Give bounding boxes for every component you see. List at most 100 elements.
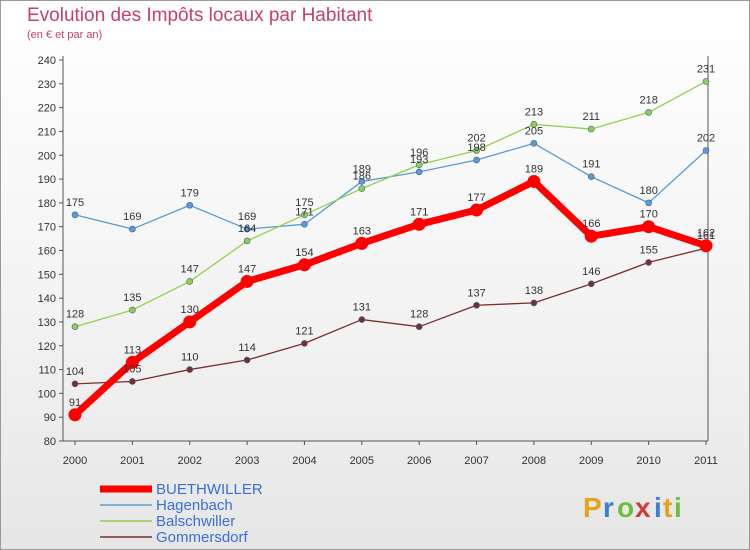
logo-letter: r [603, 492, 614, 523]
y-tick-label: 110 [38, 365, 56, 377]
x-tick-label: 2008 [522, 455, 546, 467]
legend-label: Balschwiller [156, 513, 235, 530]
data-point [642, 220, 656, 234]
data-label: 175 [66, 197, 84, 209]
data-label: 164 [238, 223, 256, 235]
data-label: 189 [525, 163, 543, 175]
data-point [530, 140, 538, 147]
series-line-gommersdorf [74, 247, 707, 385]
series-line-hagenbach [74, 142, 707, 230]
data-point [702, 78, 710, 85]
y-tick-label: 130 [38, 317, 56, 329]
data-point [186, 201, 194, 209]
data-label: 186 [353, 171, 371, 183]
data-point [186, 366, 194, 373]
data-label: 202 [467, 132, 485, 144]
data-point [587, 173, 595, 180]
data-point [301, 211, 308, 219]
data-label: 177 [467, 192, 485, 204]
x-tick-label: 2009 [579, 455, 603, 467]
data-label: 161 [697, 230, 715, 242]
data-label: 171 [295, 206, 313, 218]
data-point [412, 217, 426, 231]
data-label: 110 [181, 352, 199, 364]
x-tick-label: 2010 [636, 455, 660, 467]
x-tick-label: 2000 [63, 455, 87, 467]
data-label: 137 [467, 287, 485, 299]
x-tick-label: 2001 [120, 455, 144, 467]
logo-letter: t [663, 492, 672, 523]
data-label: 211 [582, 111, 600, 123]
data-label: 180 [639, 185, 657, 197]
data-label: 130 [181, 304, 199, 316]
data-label: 154 [295, 247, 313, 259]
y-tick-label: 190 [38, 174, 56, 186]
data-point [297, 258, 311, 272]
series-line-balschwiller [74, 80, 707, 328]
data-point [415, 161, 423, 169]
data-point [645, 109, 652, 116]
data-label: 128 [410, 309, 428, 321]
logo-letter: x [635, 492, 651, 523]
data-label: 104 [66, 366, 84, 378]
y-tick-label: 180 [38, 198, 56, 210]
data-label: 131 [353, 302, 371, 314]
data-point [584, 229, 598, 243]
data-point [473, 147, 480, 154]
data-label: 147 [181, 263, 199, 275]
data-label: 213 [525, 106, 543, 118]
data-point [129, 225, 136, 233]
x-tick-label: 2003 [235, 455, 259, 467]
x-tick-label: 2002 [177, 455, 201, 467]
data-label: 202 [697, 132, 715, 144]
data-point [473, 156, 480, 164]
data-point [71, 211, 79, 219]
logo-letter: o [617, 492, 634, 523]
data-label: 175 [295, 197, 313, 209]
data-label: 218 [639, 94, 657, 106]
data-point [243, 356, 251, 364]
data-label: 231 [697, 63, 715, 75]
x-tick-label: 2011 [694, 455, 718, 467]
y-tick-label: 220 [38, 103, 56, 115]
y-tick-label: 170 [38, 222, 56, 234]
data-point [358, 316, 366, 323]
y-tick-label: 230 [38, 79, 56, 91]
data-point [129, 306, 136, 314]
data-point [530, 299, 538, 307]
data-label: 146 [582, 266, 600, 278]
data-point [68, 408, 82, 422]
legend-label: BUETHWILLER [156, 481, 263, 498]
x-tick-label: 2004 [292, 455, 316, 467]
data-label: 170 [639, 209, 657, 221]
data-point [129, 378, 136, 385]
data-label: 166 [582, 218, 600, 230]
data-label: 155 [639, 244, 657, 256]
data-point [645, 259, 652, 266]
y-tick-label: 240 [38, 55, 56, 67]
data-label: 138 [525, 285, 543, 297]
data-point [699, 239, 713, 253]
logo-letter: i [654, 492, 662, 523]
data-point [415, 323, 423, 331]
logo-letter: i [674, 492, 682, 523]
data-label: 147 [238, 263, 256, 275]
legend-label: Gommersdorf [156, 529, 249, 546]
data-point [240, 274, 254, 288]
y-tick-label: 100 [38, 388, 56, 400]
series-line-buethwiller [72, 177, 708, 418]
data-point [243, 225, 251, 233]
y-tick-label: 90 [44, 412, 56, 424]
data-point [358, 178, 366, 185]
x-tick-label: 2007 [464, 455, 488, 467]
y-tick-label: 120 [38, 341, 56, 353]
data-point [473, 301, 480, 309]
data-point [358, 185, 366, 192]
data-point [702, 147, 710, 154]
y-tick-label: 150 [38, 269, 56, 281]
data-point [71, 380, 79, 388]
data-label: 121 [295, 325, 313, 337]
data-label: 179 [181, 187, 199, 199]
